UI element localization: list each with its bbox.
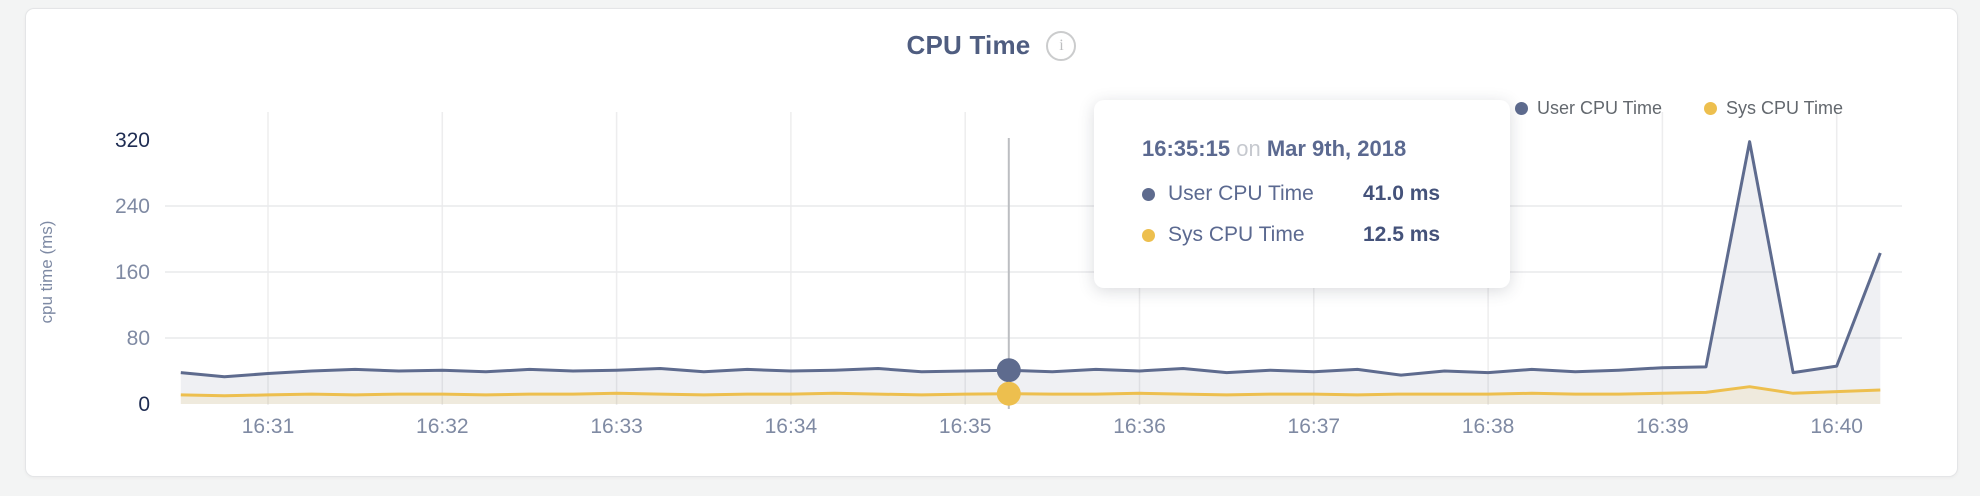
legend-dot-sys-icon <box>1703 102 1717 115</box>
chart-title: CPU Time <box>906 30 1031 60</box>
tooltip-row-user: User CPU Time 41.0 ms <box>1142 179 1510 209</box>
user-cpu-line <box>180 140 1882 379</box>
legend-dot-user-icon <box>1514 102 1528 115</box>
sys-cpu-line <box>180 385 1881 398</box>
tooltip-date: Mar 9th, 2018 <box>1266 136 1407 161</box>
legend-label-user: User CPU Time <box>1536 98 1662 118</box>
tooltip-label-sys: Sys CPU Time <box>1168 223 1305 246</box>
svg-text:16:39: 16:39 <box>1636 415 1689 438</box>
tooltip-dot-user-icon <box>1142 187 1155 201</box>
tooltip-row-sys: Sys CPU Time 12.5 ms <box>1142 220 1510 250</box>
tooltip-time: 16:35:15 <box>1142 136 1231 161</box>
svg-text:16:37: 16:37 <box>1288 415 1341 438</box>
chart-tooltip: 16:35:15 on Mar 9th, 2018 User CPU Time … <box>1094 100 1510 288</box>
chart-header: CPU Time i <box>25 30 1958 61</box>
tooltip-timestamp: 16:35:15 on Mar 9th, 2018 <box>1142 136 1510 162</box>
svg-text:16:36: 16:36 <box>1113 415 1166 438</box>
highlight-dot-sys <box>996 381 1021 406</box>
svg-text:16:32: 16:32 <box>416 415 469 438</box>
svg-text:16:31: 16:31 <box>242 415 295 438</box>
svg-text:16:34: 16:34 <box>765 415 818 438</box>
tooltip-value-user: 41.0 ms <box>1363 182 1441 205</box>
svg-text:240: 240 <box>115 195 150 218</box>
svg-text:320: 320 <box>115 129 150 152</box>
svg-text:160: 160 <box>115 261 150 284</box>
legend-item-user-cpu-time[interactable]: User CPU Time <box>1514 98 1662 119</box>
y-axis-label: cpu time (ms) <box>37 221 56 324</box>
highlight-dot-user <box>996 358 1021 383</box>
svg-text:16:33: 16:33 <box>590 415 643 438</box>
svg-text:16:40: 16:40 <box>1810 415 1863 438</box>
chart-card <box>25 8 1958 477</box>
svg-text:16:38: 16:38 <box>1462 415 1515 438</box>
legend-label-sys: Sys CPU Time <box>1725 98 1843 118</box>
svg-text:16:35: 16:35 <box>939 415 992 438</box>
tooltip-label-user: User CPU Time <box>1168 182 1314 205</box>
tooltip-value-sys: 12.5 ms <box>1363 223 1441 246</box>
chart-legend: User CPU Time Sys CPU Time <box>1514 98 1843 119</box>
tooltip-connector: on <box>1236 136 1261 161</box>
svg-text:80: 80 <box>127 327 150 350</box>
legend-item-sys-cpu-time[interactable]: Sys CPU Time <box>1703 98 1843 119</box>
tooltip-dot-sys-icon <box>1142 228 1155 242</box>
info-icon[interactable]: i <box>1046 30 1077 61</box>
svg-text:0: 0 <box>138 393 150 416</box>
